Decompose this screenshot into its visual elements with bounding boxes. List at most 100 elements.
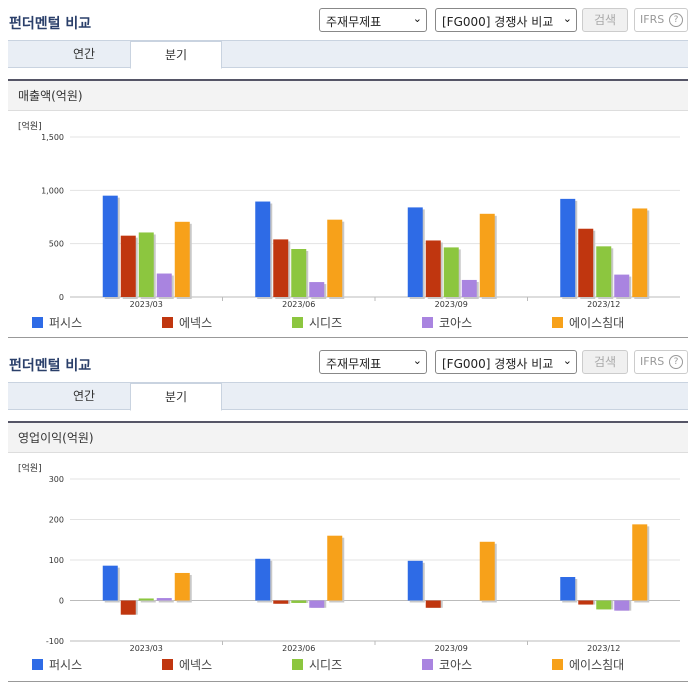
tab-quarterly[interactable]: 분기 (130, 383, 222, 411)
search-button[interactable]: 검색 (582, 8, 628, 32)
bar (120, 600, 136, 615)
operating-profit-chart-panel: 영업이익(억원) [억원] -100 0 100 200 300 2023/03 2023/… (8, 421, 688, 682)
bar (614, 600, 630, 611)
bar (273, 600, 289, 604)
section-title: 펀더멘털 비교 (9, 358, 92, 374)
bar (425, 240, 441, 297)
chevron-down-icon: ⌄ (562, 354, 572, 367)
legend-swatch (292, 317, 303, 328)
comparison-group-select[interactable]: [FG000] 경쟁사 비교 ⌄ (435, 350, 577, 374)
legend-label: 코아스 (439, 658, 473, 672)
legend-label: 시디즈 (309, 658, 343, 672)
legend-swatch (292, 659, 303, 670)
x-tick-label: 2023/06 (282, 300, 315, 309)
x-tick-label: 2023/03 (130, 644, 163, 653)
bar (174, 572, 190, 601)
bar (309, 282, 325, 297)
chevron-down-icon: ⌄ (412, 12, 422, 25)
x-tick-label: 2023/06 (282, 644, 315, 653)
bar (309, 600, 325, 608)
bar (156, 273, 172, 297)
legend-swatch (32, 317, 43, 328)
legend-item[interactable]: 에이스침대 (552, 314, 624, 331)
statement-type-value: 주재무제표 (326, 357, 382, 371)
chart-title: 영업이익(억원) (8, 423, 688, 453)
bar (327, 535, 343, 601)
bar (156, 598, 172, 601)
bar (560, 577, 576, 601)
comparison-group-select[interactable]: [FG000] 경쟁사 비교 ⌄ (435, 8, 577, 32)
bar (578, 600, 594, 605)
legend-label: 코아스 (439, 316, 473, 330)
period-tabs: 연간 분기 (8, 382, 688, 411)
legend-swatch (552, 317, 563, 328)
bar (138, 232, 154, 297)
y-tick-label: 100 (49, 556, 64, 565)
comparison-group-value: [FG000] 경쟁사 비교 (442, 357, 554, 371)
search-button[interactable]: 검색 (582, 350, 628, 374)
ifrs-label: IFRS (640, 355, 665, 368)
legend-item[interactable]: 에넥스 (162, 656, 212, 673)
bar (327, 219, 343, 297)
tab-annual[interactable]: 연간 (72, 47, 96, 61)
chevron-down-icon: ⌄ (562, 12, 572, 25)
bar (291, 600, 307, 603)
legend-item[interactable]: 시디즈 (292, 656, 342, 673)
legend-item[interactable]: 시디즈 (292, 314, 342, 331)
bar (291, 249, 307, 297)
legend-item[interactable]: 퍼시스 (32, 314, 82, 331)
statement-type-select[interactable]: 주재무제표 ⌄ (319, 8, 427, 32)
x-tick-label: 2023/09 (435, 300, 468, 309)
bar (273, 239, 289, 297)
unit-label: [억원] (18, 464, 42, 474)
tab-quarterly[interactable]: 분기 (130, 41, 222, 69)
legend-item[interactable]: 코아스 (422, 656, 472, 673)
legend-swatch (32, 659, 43, 670)
statement-type-select[interactable]: 주재무제표 ⌄ (319, 350, 427, 374)
bar (632, 524, 648, 601)
bar (632, 208, 648, 297)
unit-label: [억원] (18, 122, 42, 132)
legend-label: 시디즈 (309, 316, 343, 330)
bar (407, 207, 423, 297)
y-tick-label: 500 (49, 240, 64, 249)
bar (255, 558, 271, 601)
statement-type-value: 주재무제표 (326, 15, 382, 29)
bar (560, 198, 576, 297)
revenue-chart-panel: 매출액(억원) [억원] 0 500 1,000 1,500 2023/03 2023/0… (8, 79, 688, 338)
x-tick-label: 2023/12 (587, 644, 620, 653)
legend-item[interactable]: 에이스침대 (552, 656, 624, 673)
chevron-down-icon: ⌄ (412, 354, 422, 367)
legend-label: 에넥스 (179, 316, 213, 330)
legend-swatch (162, 317, 173, 328)
legend-item[interactable]: 코아스 (422, 314, 472, 331)
bar (120, 235, 136, 297)
legend-swatch (162, 659, 173, 670)
y-tick-label: 0 (59, 597, 64, 606)
bar (255, 201, 271, 297)
fundamental-compare-section-2: 펀더멘털 비교 주재무제표 ⌄ [FG000] 경쟁사 비교 ⌄ 검색 IFRS… (0, 342, 696, 684)
bar (578, 228, 594, 297)
legend-label: 퍼시스 (49, 658, 83, 672)
bar-shadow (140, 600, 156, 603)
tab-annual[interactable]: 연간 (72, 389, 96, 403)
y-tick-label: 0 (59, 293, 64, 302)
ifrs-help-button[interactable]: IFRS ? (634, 8, 688, 32)
comparison-group-value: [FG000] 경쟁사 비교 (442, 15, 554, 29)
y-tick-label: 1,000 (41, 186, 64, 195)
y-tick-label: 1,500 (41, 133, 64, 142)
y-tick-label: -100 (46, 637, 64, 646)
y-tick-label: 200 (49, 516, 64, 525)
bar (461, 279, 477, 297)
legend-item[interactable]: 에넥스 (162, 314, 212, 331)
x-tick-label: 2023/12 (587, 300, 620, 309)
ifrs-help-button[interactable]: IFRS ? (634, 350, 688, 374)
bar (479, 213, 495, 297)
operating-profit-bar-chart: -100 0 100 200 300 2023/03 2023/06 2023/09 2023/… (46, 475, 680, 653)
chart-title: 매출액(억원) (8, 81, 688, 111)
bar (479, 541, 495, 601)
question-icon: ? (669, 13, 683, 27)
bar (102, 565, 118, 601)
question-icon: ? (669, 355, 683, 369)
legend-item[interactable]: 퍼시스 (32, 656, 82, 673)
